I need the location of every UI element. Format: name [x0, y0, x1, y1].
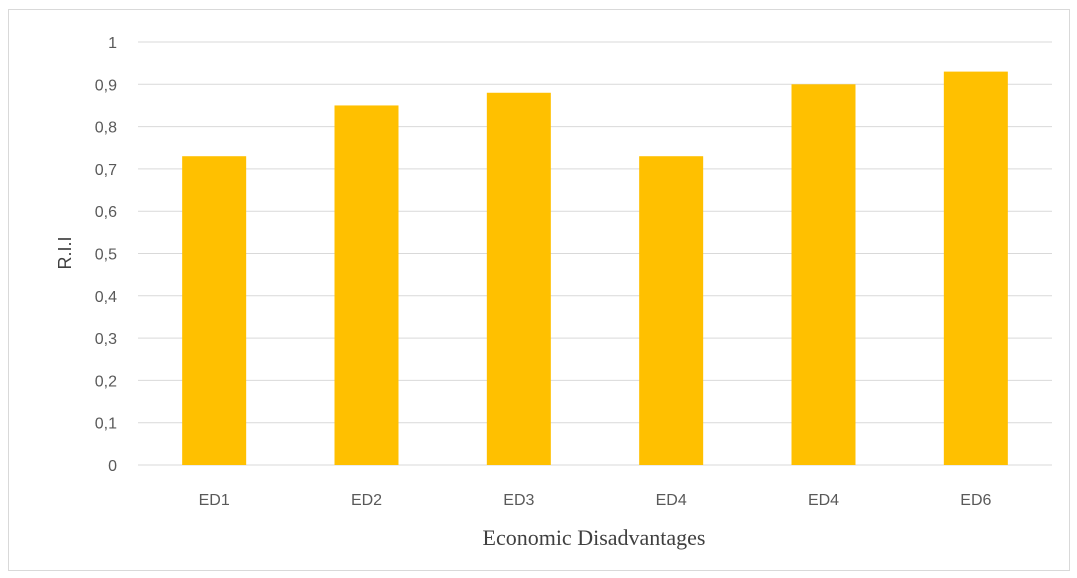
y-tick-label: 0 [108, 458, 117, 475]
bar-4 [639, 156, 704, 465]
y-tick-label: 0,6 [95, 204, 117, 221]
x-tick-label: ED6 [960, 492, 991, 509]
y-tick-label: 0,2 [95, 373, 117, 390]
bar-2 [334, 105, 399, 465]
y-tick-labels: 0 0,1 0,2 0,3 0,4 0,5 0,6 0,7 0,8 0,9 1 [95, 35, 117, 475]
y-tick-label: 0,4 [95, 289, 117, 306]
x-tick-labels: ED1 ED2 ED3 ED4 ED4 ED6 [199, 492, 992, 509]
y-tick-label: 0,7 [95, 162, 117, 179]
x-tick-label: ED3 [503, 492, 534, 509]
x-tick-label: ED2 [351, 492, 382, 509]
bars [182, 71, 1008, 466]
gridlines [138, 41, 1052, 466]
x-tick-label: ED4 [808, 492, 839, 509]
y-tick-label: 1 [108, 35, 117, 52]
y-tick-label: 0,1 [95, 416, 117, 433]
bar-1 [182, 156, 247, 465]
bar-5 [791, 84, 856, 466]
y-tick-label: 0,3 [95, 331, 117, 348]
y-axis-title: R.I.I [55, 236, 75, 269]
bar-3 [486, 92, 551, 465]
y-tick-label: 0,5 [95, 247, 117, 264]
x-axis-title: Economic Disadvantages [483, 525, 706, 550]
y-tick-label: 0,8 [95, 120, 117, 137]
y-tick-label: 0,9 [95, 77, 117, 94]
bar-6 [943, 71, 1008, 466]
x-tick-label: ED1 [199, 492, 230, 509]
x-tick-label: ED4 [656, 492, 687, 509]
